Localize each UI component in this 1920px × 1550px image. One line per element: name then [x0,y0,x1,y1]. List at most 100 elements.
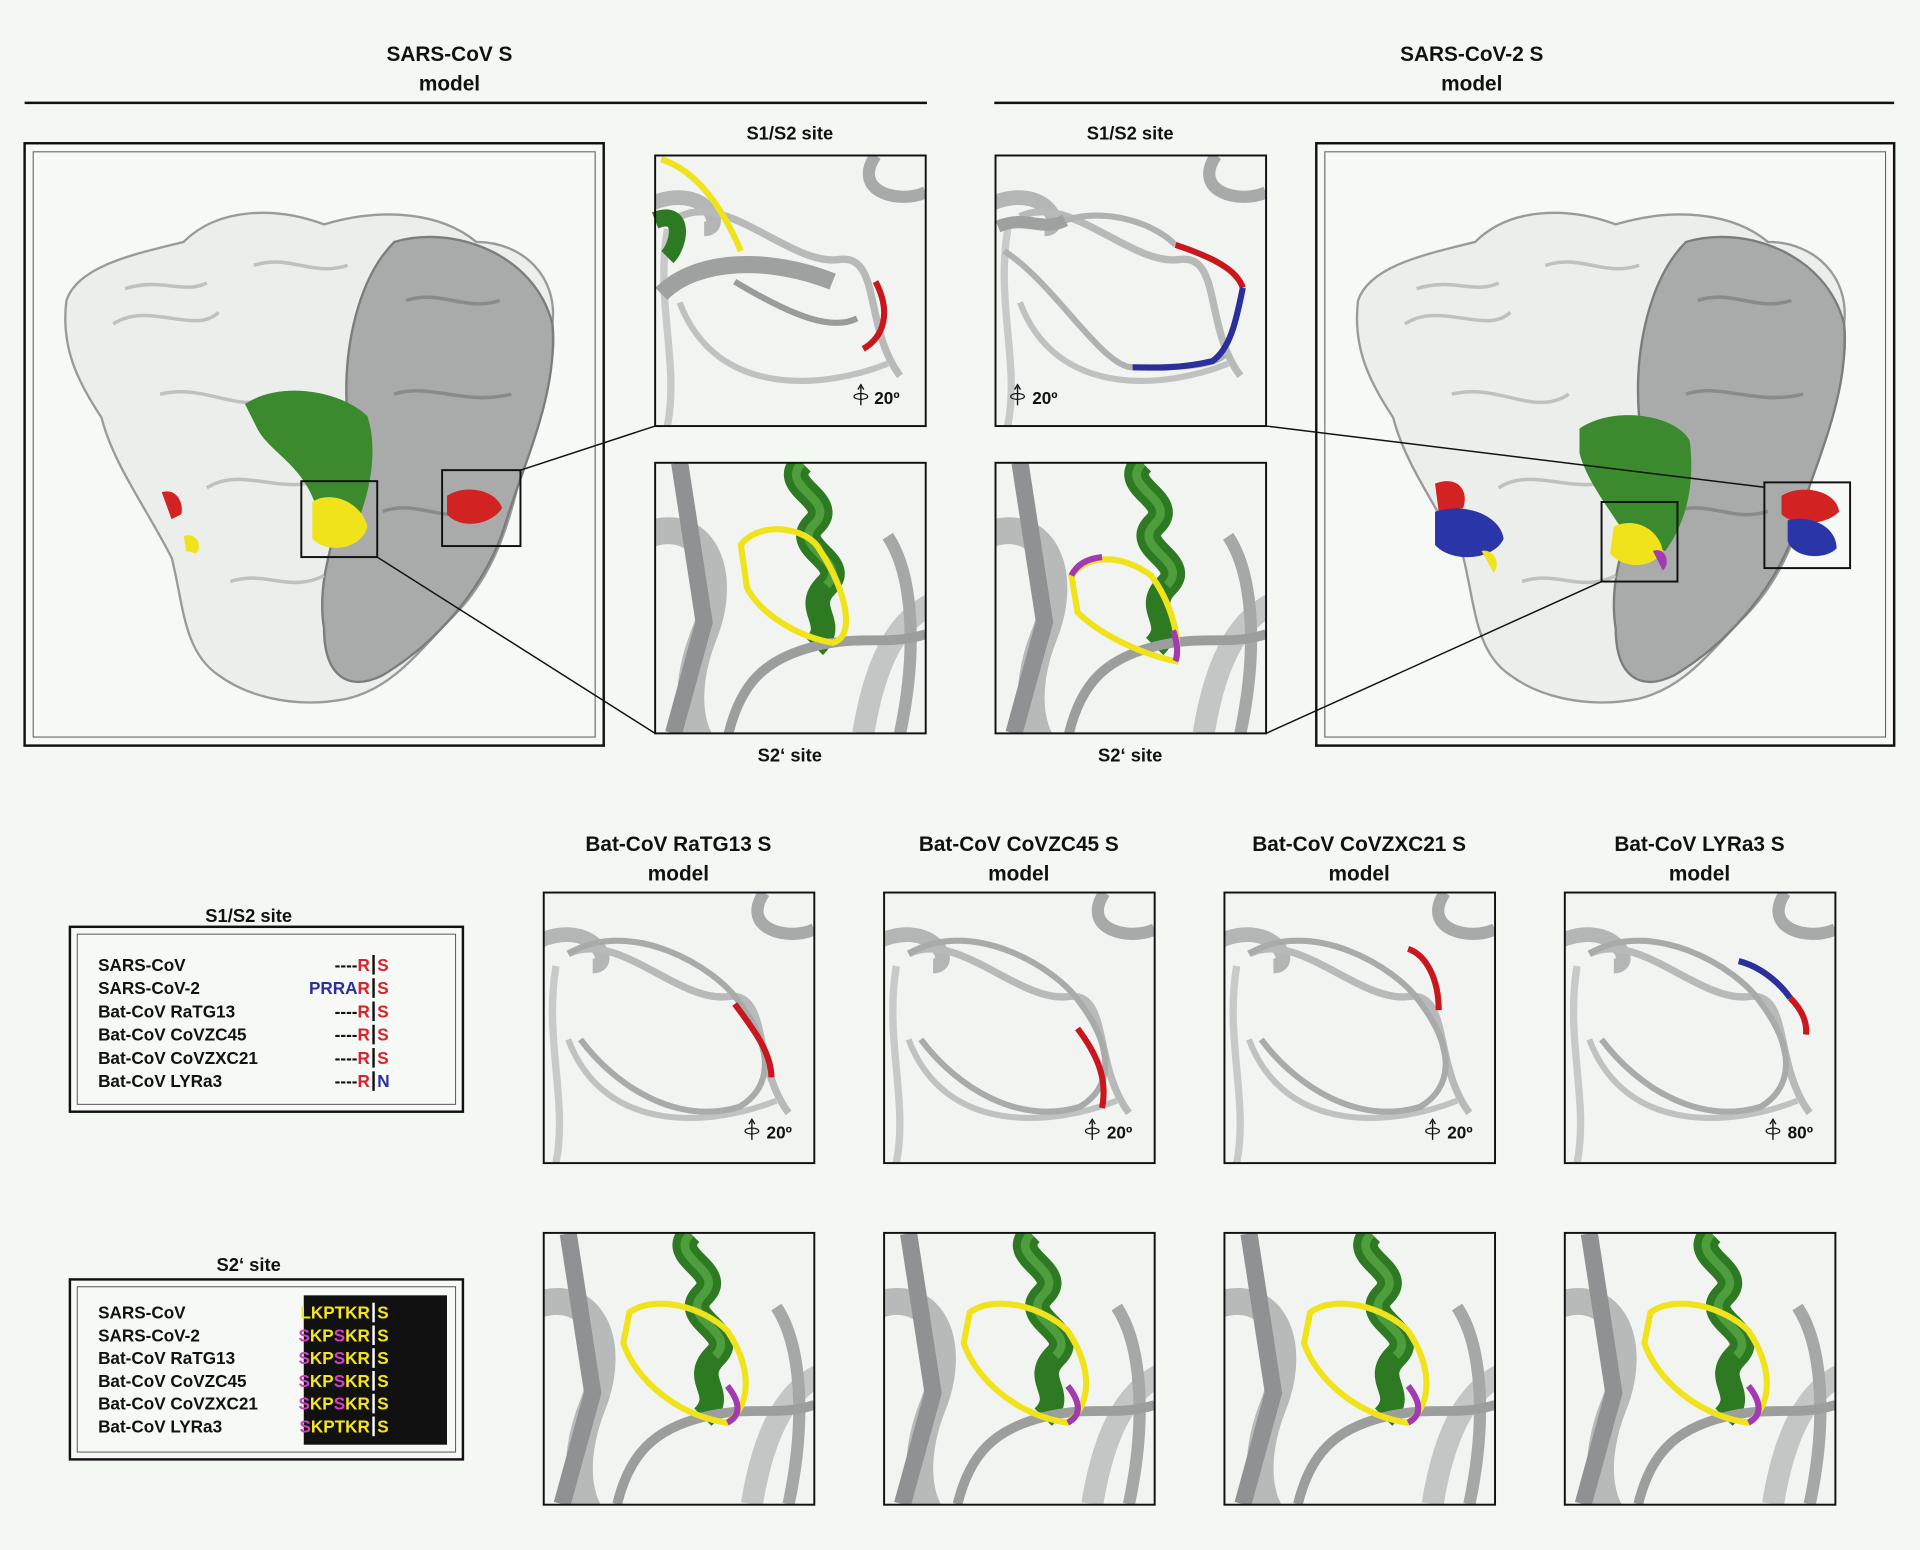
residues: KP [310,1325,334,1345]
sequence-left: ----R [335,955,371,975]
sequence-name: SARS-CoV-2 [98,978,200,998]
inset-label: S1/S2 site [746,123,833,144]
residues: KP [310,1394,334,1414]
zoom-line [376,556,656,734]
fusion-loop [1300,1300,1430,1426]
model-subtitle: model [988,862,1049,885]
residues: KP [310,1348,334,1368]
residues: KP [310,1371,334,1391]
residues: KR [345,1371,370,1391]
sequence-left: ----R [335,1048,371,1068]
sequence-right: S [377,1394,388,1414]
residues: S [298,1348,309,1368]
model-subtitle: model [419,73,480,96]
residues: ---- [335,1001,358,1021]
zoom-line [1265,580,1602,735]
sequence-right: S [377,978,388,998]
alignment-title: S1/S2 site [205,905,292,926]
loop [907,937,1109,1115]
inset-label: S1/S2 site [1087,123,1174,144]
rotation-label: 20º [874,388,899,408]
s2-structure [872,1234,1178,1528]
cleavage-site [1075,1026,1107,1109]
sequence-left: ----R [335,1025,371,1045]
sequence-name: Bat-CoV CoVZXC21 [98,1048,258,1068]
residues: S [334,1371,345,1391]
sequence-right: S [377,1416,388,1436]
residues: KR [345,1348,370,1368]
cleavage-site [732,1002,775,1078]
sequence-name: Bat-CoV RaTG13 [98,1348,235,1368]
model-title: Bat-CoV RaTG13 S [585,833,771,856]
sequence-name: Bat-CoV LYRa3 [98,1416,222,1436]
loop [566,937,768,1115]
residues: ---- [335,1048,358,1068]
sequence-left: ----R [335,1071,371,1091]
panel-frame [883,891,1156,1165]
fusion-site [1405,1384,1422,1426]
residues: S [377,1325,388,1345]
residues: S [377,1394,388,1414]
s2-inset [654,461,927,735]
rotation-label: 20º [767,1123,792,1143]
rotation-label: 80º [1788,1123,1813,1143]
residues: S [377,1048,388,1068]
fusion-site [724,1384,741,1426]
residues: S [377,1348,388,1368]
sequence-left: LKPTKR [300,1303,370,1323]
residues: R [357,1025,370,1045]
s1s2-inset: 20º [994,154,1268,428]
panel-frame [1223,891,1497,1165]
s2-inset [994,461,1268,735]
sequence-left: SKPSKR [298,1371,370,1391]
residues: LKPTKR [300,1303,370,1323]
bat-model-panel: Bat-CoV CoVZC45 S model 20º [872,833,1178,1528]
sequence-right: S [377,1025,388,1045]
rotation-label: 20º [1032,388,1057,408]
sars-cov-full-model [23,142,605,747]
residues: S [299,1416,310,1436]
loop [1247,937,1449,1115]
sequence-right: S [377,1348,388,1368]
alignment-title: S2‘ site [217,1254,281,1275]
zoom-line [1265,425,1765,489]
model-title: SARS-CoV-2 S [1400,43,1543,66]
sequence-right: S [377,1371,388,1391]
sequence-name: SARS-CoV [98,955,186,975]
model-title: Bat-CoV LYRa3 S [1614,833,1784,856]
residues: S [334,1325,345,1345]
panel-frame [1563,891,1837,1165]
sequence-left: SKPSKR [298,1348,370,1368]
residues: KR [345,1325,370,1345]
fusion-site [1746,1384,1762,1426]
residues: R [357,1001,370,1021]
sequence-right: S [377,1325,388,1345]
loop [1587,937,1790,1115]
residues: R [357,1048,370,1068]
residues: S [298,1325,309,1345]
rotation-label: 20º [1107,1123,1132,1143]
sequence-right: S [377,1001,388,1021]
sequence-name: Bat-CoV CoVZC45 [98,1025,247,1045]
s2-structure [1553,1234,1859,1528]
sequence-right: N [377,1071,389,1091]
sequence-left: SKPSKR [298,1325,370,1345]
sequence-name: SARS-CoV-2 [98,1325,200,1345]
fusion-loop [1641,1300,1770,1426]
sequence-right: S [377,1048,388,1068]
residues: S [298,1394,309,1414]
sequence-name: Bat-CoV RaTG13 [98,1001,235,1021]
model-title: SARS-CoV S [386,43,512,66]
model-subtitle: model [1441,73,1502,96]
model-title: Bat-CoV CoVZXC21 S [1252,833,1466,856]
residues: S [334,1348,345,1368]
residues: R [357,978,370,998]
panel-frame [542,891,816,1165]
sequence-left: SKPTKR [299,1416,370,1436]
zoom-line [520,425,656,471]
inset-label: S2‘ site [758,745,822,766]
residues: S [377,1416,388,1436]
sequence-name: SARS-CoV [98,1303,186,1323]
